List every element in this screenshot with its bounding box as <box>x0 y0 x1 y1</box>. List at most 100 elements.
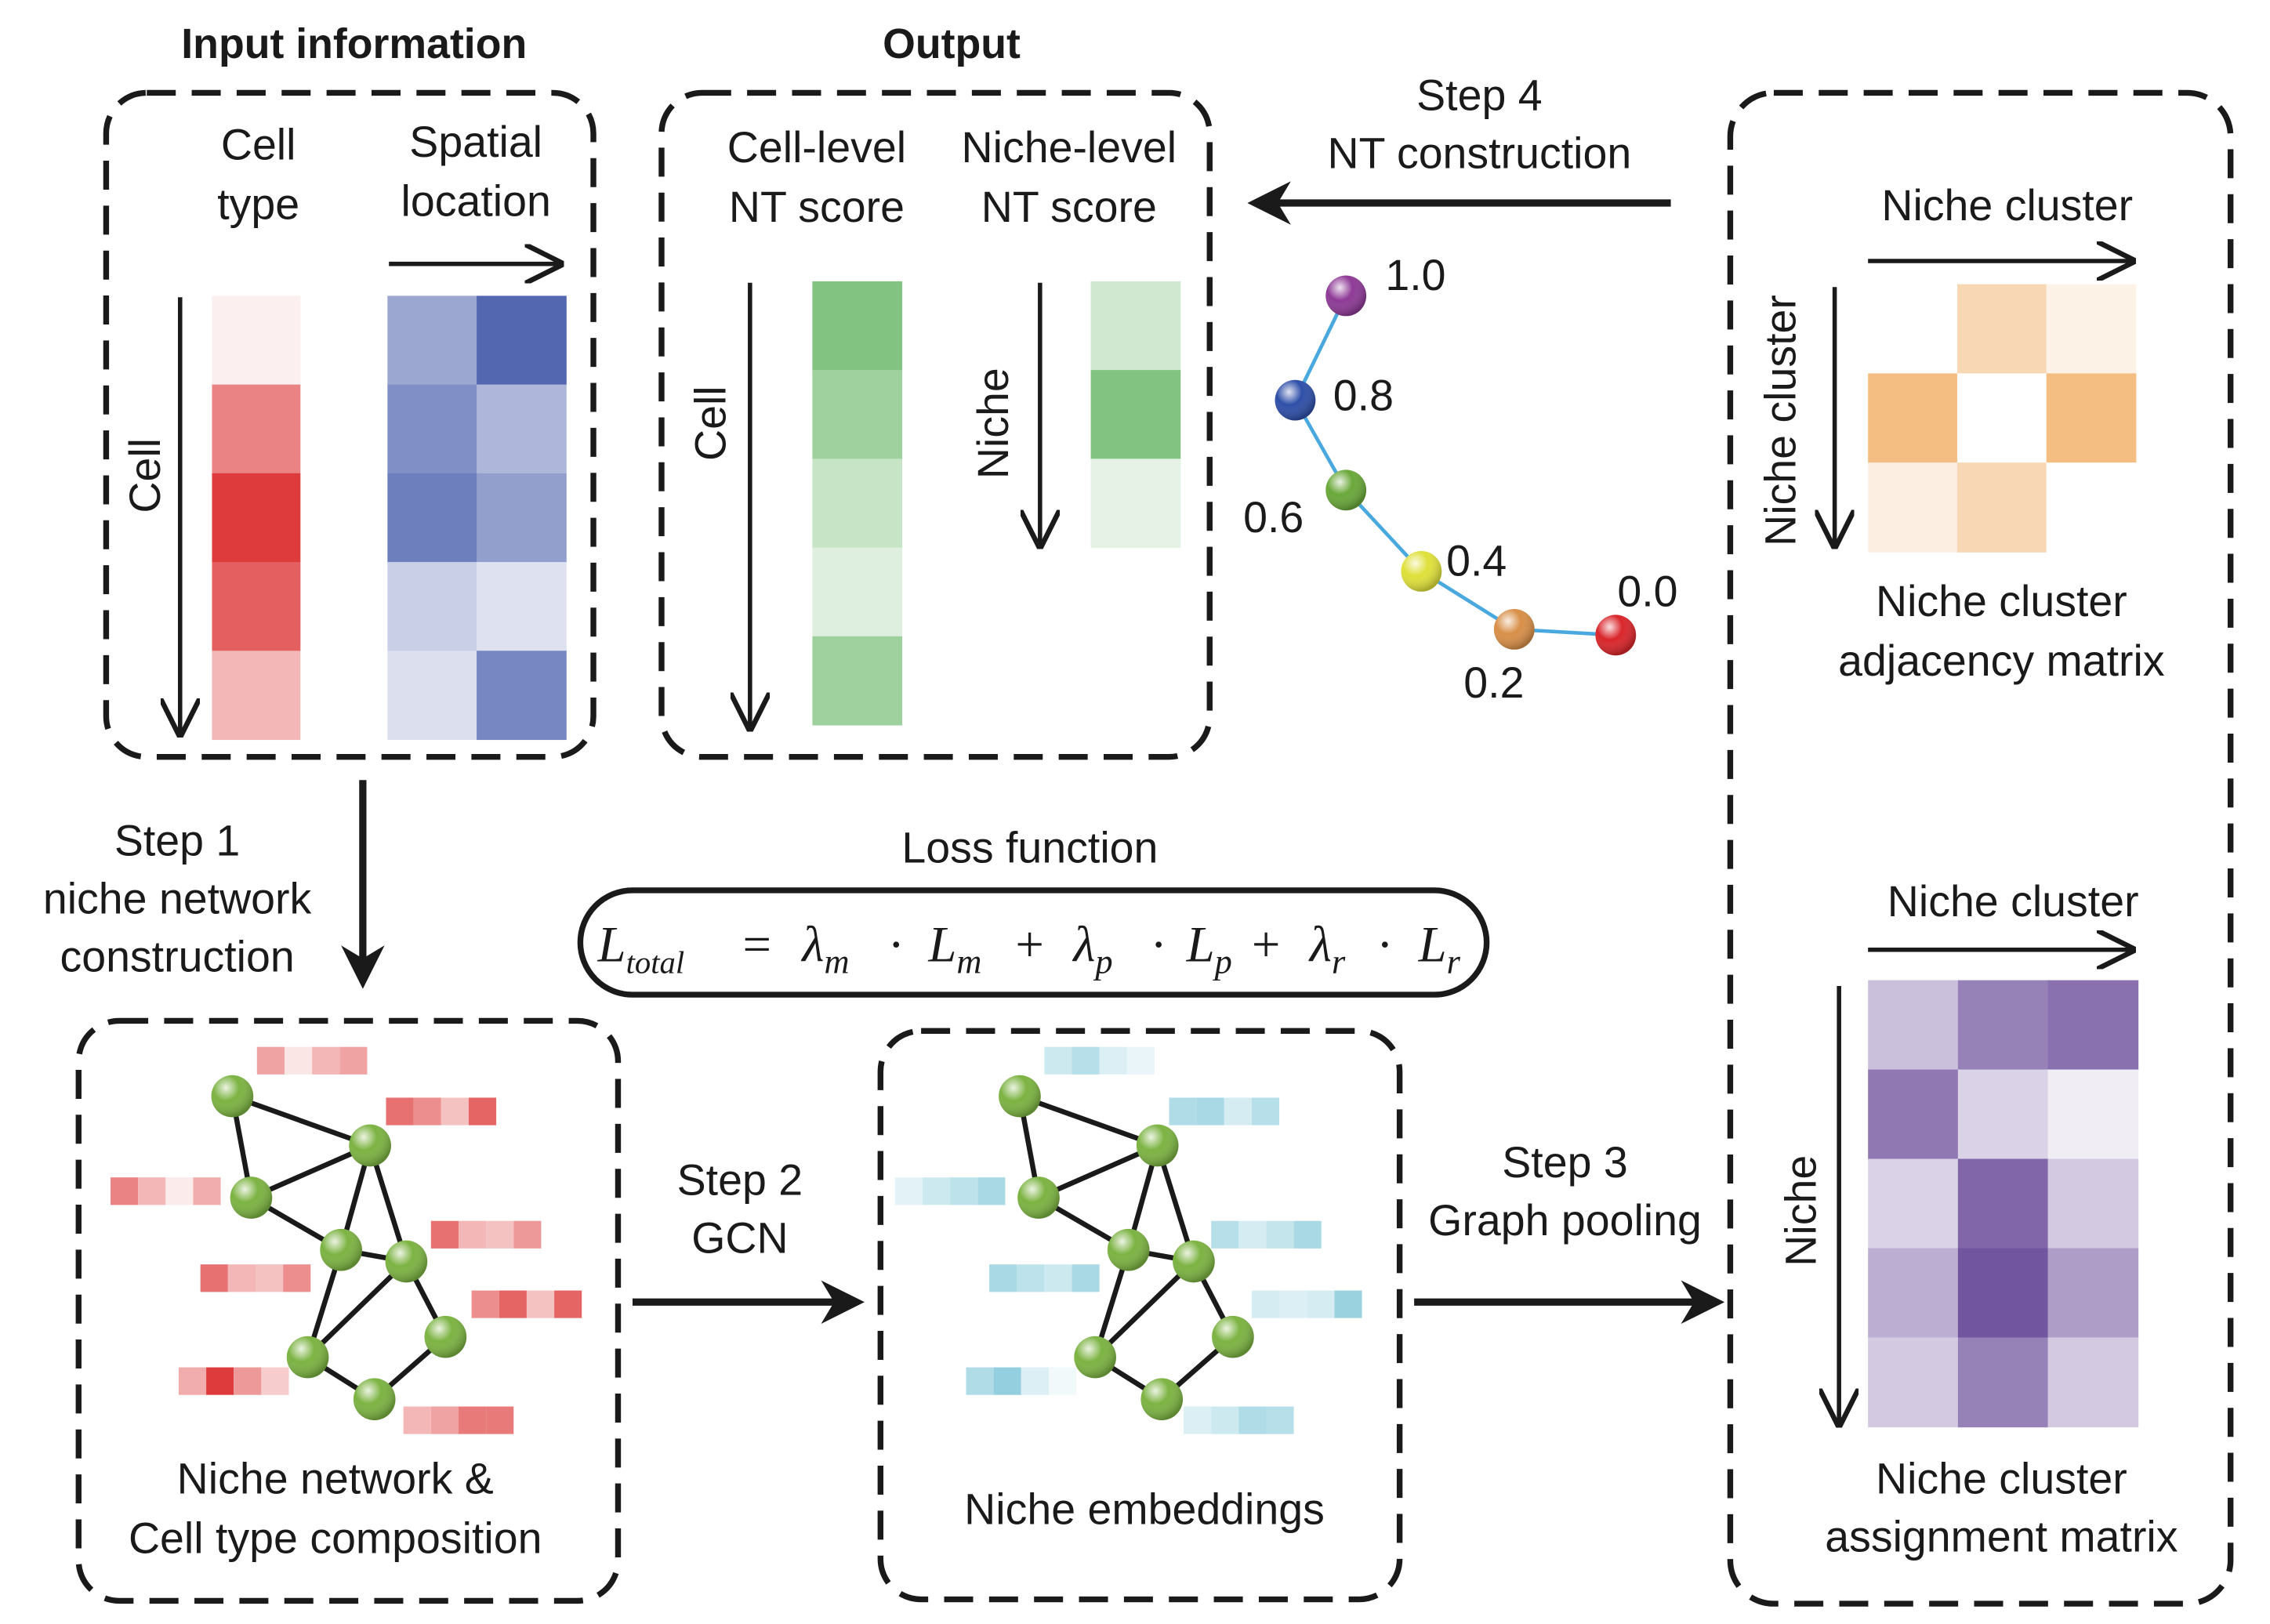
niche-embedding-feature-cell <box>1238 1406 1267 1434</box>
niche-embedding-feature-cell <box>1126 1046 1155 1075</box>
niche-network-node-shade <box>424 1315 467 1358</box>
adjacency-cell <box>2046 284 2137 375</box>
niche-embedding-feature-cell <box>1183 1406 1212 1434</box>
input-title: Input information <box>181 20 527 67</box>
assignment-cell <box>1957 1158 2049 1249</box>
cell-score-cell <box>812 547 903 637</box>
niche-embedding-feature-cell <box>1072 1264 1100 1292</box>
niche-network-caption-1: Niche network & <box>177 1454 494 1503</box>
spatial-location-matrix <box>387 295 567 741</box>
trajectory-node-shade <box>1275 379 1316 421</box>
cell-type-cell <box>212 473 301 563</box>
spatial-cell <box>387 562 478 651</box>
cell-level-label-2: NT score <box>729 183 905 231</box>
niche-embedding-node-shade <box>1107 1228 1150 1271</box>
niche-level-label-1: Niche-level <box>962 123 1177 172</box>
output-panel: Output Cell-level NT score Niche-level N… <box>658 20 1213 760</box>
trajectory-value-label: 1.0 <box>1385 251 1445 299</box>
niche-network-box <box>75 1017 622 1604</box>
niche-embedding-feature-cell <box>1251 1097 1280 1126</box>
niche-network-feature-cell <box>441 1097 469 1126</box>
assignment-cell <box>1957 1337 2049 1428</box>
trajectory-value-label: 0.6 <box>1243 493 1304 542</box>
cell-type-cell <box>212 295 301 386</box>
niche-network-feature-cell <box>200 1264 228 1292</box>
niche-network-feature-cell <box>312 1046 340 1075</box>
loss-title: Loss function <box>901 824 1158 872</box>
niche-embedding-node-shade <box>999 1075 1041 1118</box>
adjacency-cell <box>2046 373 2137 464</box>
niche-network-feature-cell <box>486 1220 514 1249</box>
step1-label-1: Step 1 <box>114 817 240 865</box>
niche-network-node-shade <box>320 1228 362 1271</box>
niche-score-cell <box>1090 370 1181 459</box>
spatial-cell <box>387 651 478 741</box>
niche-network-feature-cell <box>255 1264 284 1292</box>
niche-level-score-column <box>1090 281 1181 549</box>
niche-network-feature-cell <box>283 1264 311 1292</box>
niche-network-feature-cell <box>471 1290 499 1318</box>
step1-group: Step 1 niche network construction <box>43 780 385 989</box>
adjacency-cell <box>1868 373 1958 464</box>
niche-embedding-feature-cell <box>1017 1264 1045 1292</box>
niche-network-panel: Niche network & Cell type composition <box>75 1017 622 1604</box>
niche-network-feature-cell <box>499 1290 527 1318</box>
niche-embedding-edge <box>1093 1260 1196 1359</box>
assignment-cell <box>1868 980 1959 1071</box>
niche-network-feature-cell <box>234 1367 262 1395</box>
trajectory-node-shade <box>1493 609 1535 650</box>
pooling-panel: Niche cluster Niche cluster Niche cluste… <box>1727 89 2234 1607</box>
niche-network-feature-cell <box>261 1367 289 1395</box>
assignment-matrix <box>1868 980 2139 1428</box>
cell-type-cell <box>212 562 301 651</box>
adjacency-matrix <box>1868 284 2137 553</box>
niche-network-feature-cell <box>458 1220 487 1249</box>
trajectory-node-shade <box>1325 469 1367 511</box>
niche-embedding-feature-cell <box>966 1367 994 1395</box>
adjacency-cell <box>2046 462 2137 553</box>
niche-embeddings-panel: Niche embeddings <box>877 1028 1403 1603</box>
adjacency-cell <box>1956 462 2047 553</box>
niche-network-feature-cell <box>138 1177 166 1205</box>
input-box <box>103 89 597 760</box>
niche-embedding-node-shade <box>1074 1336 1116 1379</box>
niche-network-feature-cell <box>284 1046 313 1075</box>
step2-label-2: GCN <box>691 1213 788 1262</box>
niche-network-feature-cell <box>526 1290 555 1318</box>
niche-embedding-feature-cell <box>993 1367 1021 1395</box>
niche-network-graph <box>110 1046 582 1434</box>
niche-embeddings-caption: Niche embeddings <box>964 1484 1325 1533</box>
niche-embedding-feature-cell <box>1196 1097 1224 1126</box>
spatial-cell <box>477 473 567 563</box>
cell-score-cell <box>812 636 903 726</box>
assignment-cell <box>1957 1069 2049 1160</box>
niche-embedding-feature-cell <box>894 1177 923 1205</box>
niche-network-node-shade <box>349 1124 391 1167</box>
niche-network-feature-cell <box>554 1290 582 1318</box>
niche-network-feature-cell <box>513 1220 542 1249</box>
step1-label-2: niche network <box>43 875 312 923</box>
step3-label-2: Graph pooling <box>1428 1196 1702 1245</box>
niche-embedding-feature-cell <box>1266 1406 1294 1434</box>
cell-level-score-column <box>812 281 903 726</box>
trajectory-value-label: 0.2 <box>1463 658 1524 707</box>
niche-level-label-2: NT score <box>981 183 1157 231</box>
niche-network-feature-cell <box>430 1220 459 1249</box>
assignment-cell <box>2047 1158 2139 1249</box>
niche-embedding-feature-cell <box>1169 1097 1197 1126</box>
niche-embedding-feature-cell <box>1211 1220 1239 1249</box>
trajectory-value-label: 0.8 <box>1333 372 1394 420</box>
step4-group: Step 4 NT construction 1.0 0.8 0.6 0.4 0.2 0.… <box>1243 71 1677 707</box>
niche-embedding-feature-cell <box>922 1177 951 1205</box>
niche-embedding-node-shade <box>1136 1124 1179 1167</box>
trajectory-value-label: 0.4 <box>1446 536 1507 585</box>
assignment-cell <box>1957 980 2049 1071</box>
step4-label-1: Step 4 <box>1416 71 1542 120</box>
niche-embedding-feature-cell <box>1048 1367 1077 1395</box>
spatial-label-1: Spatial <box>409 118 542 166</box>
niche-network-node-shade <box>230 1176 273 1219</box>
assignment-cell <box>2047 1248 2139 1339</box>
cell-level-label-1: Cell-level <box>727 123 906 172</box>
niche-embeddings-box <box>877 1028 1403 1603</box>
cell-type-label-1: Cell <box>221 121 296 169</box>
